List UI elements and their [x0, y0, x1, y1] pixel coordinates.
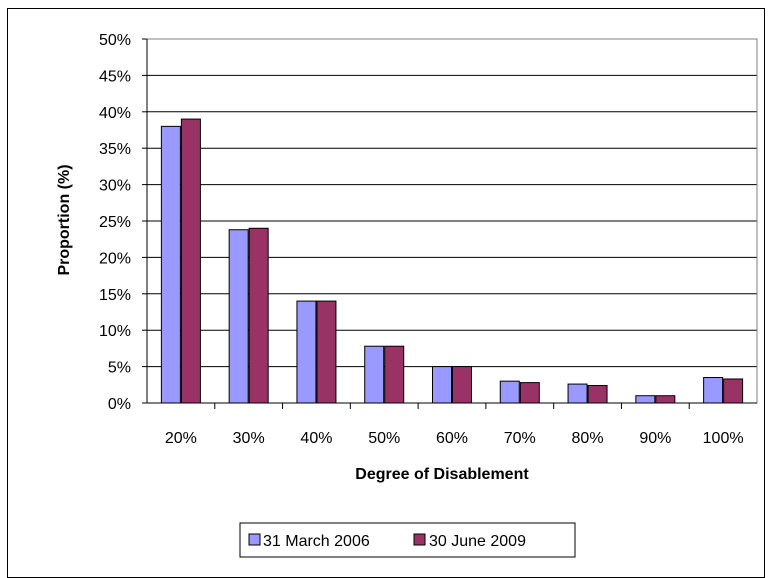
legend-swatch-series-1	[248, 533, 261, 546]
y-tick-label: 0%	[108, 396, 131, 413]
bar-series-2	[384, 345, 405, 404]
legend-label-series-1: 31 March 2006	[263, 533, 370, 550]
bars	[160, 118, 744, 404]
x-tick-label: 50%	[368, 430, 400, 447]
y-axis-title: Proportion (%)	[56, 164, 73, 275]
bar-series-2	[452, 366, 472, 404]
y-tick-label: 45%	[99, 68, 131, 85]
x-tick-label: 90%	[639, 430, 671, 447]
x-tick-label: 20%	[165, 430, 197, 447]
x-tick-label: 100%	[703, 430, 744, 447]
x-tick-label: 40%	[300, 430, 332, 447]
y-tick-label: 20%	[99, 250, 131, 267]
x-tick-labels: 20% 30% 40% 50% 60% 70% 80% 90% 100%	[165, 430, 744, 447]
y-tick-label: 40%	[99, 105, 131, 122]
legend: 31 March 2006 30 June 2009	[239, 522, 576, 558]
bar-series-2	[519, 382, 540, 404]
y-tick-label: 25%	[99, 214, 131, 231]
y-tick-label: 15%	[99, 287, 131, 304]
bar-series-2	[723, 378, 744, 404]
bar-series-2	[655, 395, 676, 404]
bar-series-1	[160, 125, 181, 404]
chart-frame	[7, 8, 765, 578]
bar-series-1	[228, 229, 249, 404]
bar-series-2	[248, 227, 269, 404]
y-tick-label: 30%	[99, 178, 131, 195]
bar-series-2	[316, 300, 337, 404]
y-tick-label: 50%	[99, 32, 131, 49]
bar-series-2	[180, 118, 201, 404]
axes	[142, 38, 758, 409]
bar-series-1	[364, 345, 385, 404]
y-tick-label: 10%	[99, 323, 131, 340]
bar-series-1	[296, 300, 317, 404]
legend-swatch-series-2	[413, 533, 426, 546]
y-tick-label: 35%	[99, 141, 131, 158]
x-tick-label: 60%	[436, 430, 468, 447]
bar-series-1	[635, 395, 656, 404]
legend-label-series-2: 30 June 2009	[429, 533, 526, 550]
x-tick-label: 80%	[572, 430, 604, 447]
bar-series-2	[587, 385, 608, 404]
y-tick-labels: 0% 5% 10% 15% 20% 25% 30% 35% 40% 45% 50%	[99, 32, 131, 413]
bar-series-1	[567, 383, 588, 404]
bar-series-1	[432, 366, 452, 404]
bar-series-1	[703, 377, 724, 404]
y-tick-label: 5%	[108, 360, 131, 377]
bar-series-1	[499, 380, 520, 404]
x-tick-label: 30%	[233, 430, 265, 447]
legend-box	[239, 522, 576, 558]
x-tick-label: 70%	[504, 430, 536, 447]
x-axis-title: Degree of Disablement	[355, 466, 529, 483]
